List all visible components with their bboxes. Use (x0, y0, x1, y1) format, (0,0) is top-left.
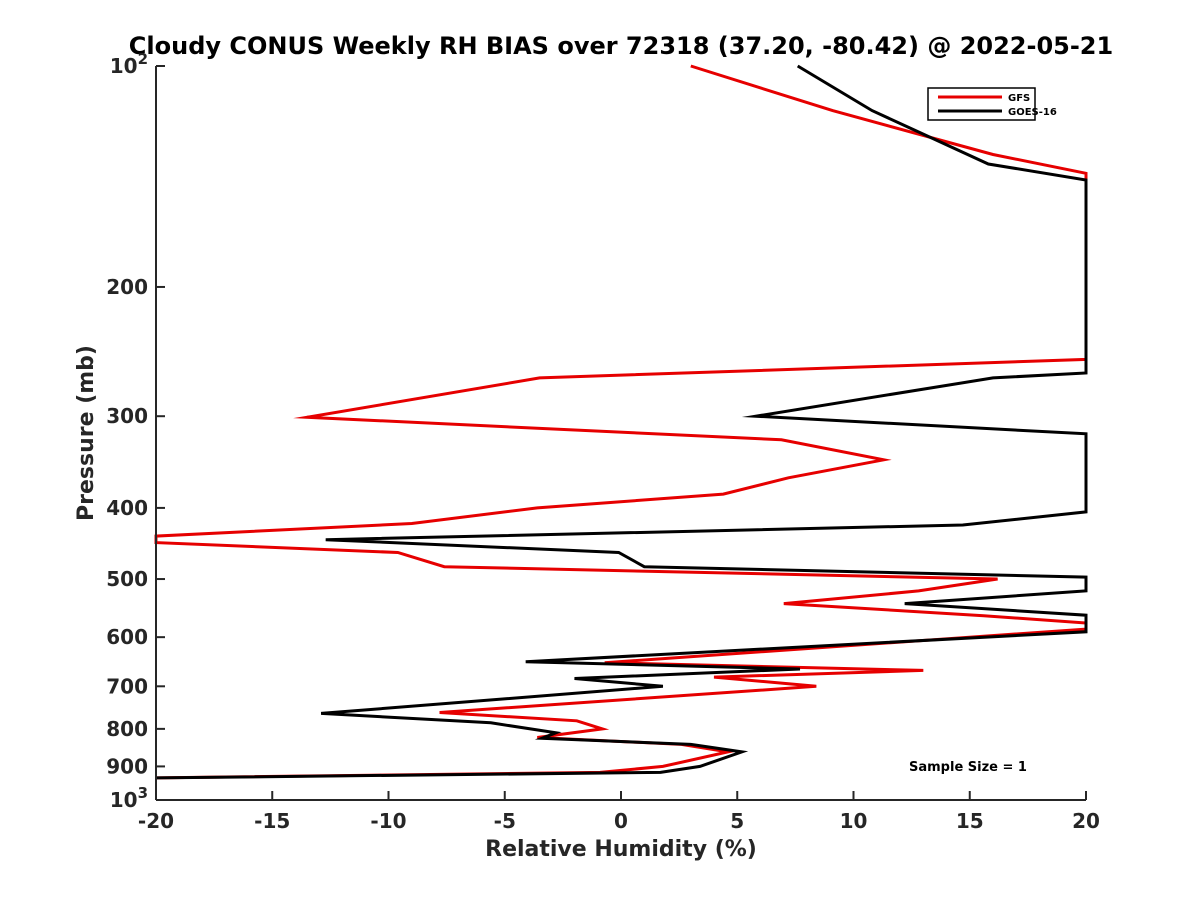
legend: GFS GOES-16 (927, 87, 1057, 121)
x-tick-label: 10 (840, 809, 868, 833)
x-tick-label: 20 (1072, 809, 1100, 833)
y-tick-label: 500 (106, 567, 148, 591)
y-ticks: 102 200 300 400 500 600 700 800 900 103 (106, 50, 165, 812)
legend-label-goes16: GOES-16 (1008, 107, 1057, 118)
chart-title: Cloudy CONUS Weekly RH BIAS over 72318 (… (129, 32, 1113, 60)
y-tick-label: 700 (106, 674, 148, 698)
x-tick-label: 0 (614, 809, 628, 833)
sample-size-annotation: Sample Size = 1 (909, 760, 1027, 775)
y-tick-label: 600 (106, 625, 148, 649)
y-axis-label: Pressure (mb) (74, 345, 99, 521)
y-tick-label: 900 (106, 754, 148, 778)
y-tick-label: 102 (110, 50, 148, 78)
x-tick-label: -15 (254, 809, 290, 833)
series-line-goes16 (155, 64, 1088, 780)
plot-area: -20 -15 -10 -5 0 5 10 15 20 102 200 300 400 500 600 70… (106, 50, 1100, 833)
x-ticks: -20 -15 -10 -5 0 5 10 15 20 (138, 791, 1100, 833)
x-axis-label: Relative Humidity (%) (485, 837, 757, 862)
legend-label-gfs: GFS (1008, 93, 1030, 104)
x-tick-label: 5 (730, 809, 744, 833)
x-tick-label: -5 (494, 809, 516, 833)
series-layer (154, 64, 1088, 780)
x-tick-label: 15 (956, 809, 984, 833)
x-tick-label: -10 (370, 809, 406, 833)
y-tick-label: 300 (106, 404, 148, 428)
y-tick-label: 800 (106, 717, 148, 741)
x-tick-label: -20 (138, 809, 174, 833)
y-tick-label: 200 (106, 275, 148, 299)
legend-box (927, 87, 1036, 121)
series-line-gfs (154, 64, 1088, 780)
y-tick-label: 103 (110, 784, 148, 812)
y-tick-label: 400 (106, 496, 148, 520)
